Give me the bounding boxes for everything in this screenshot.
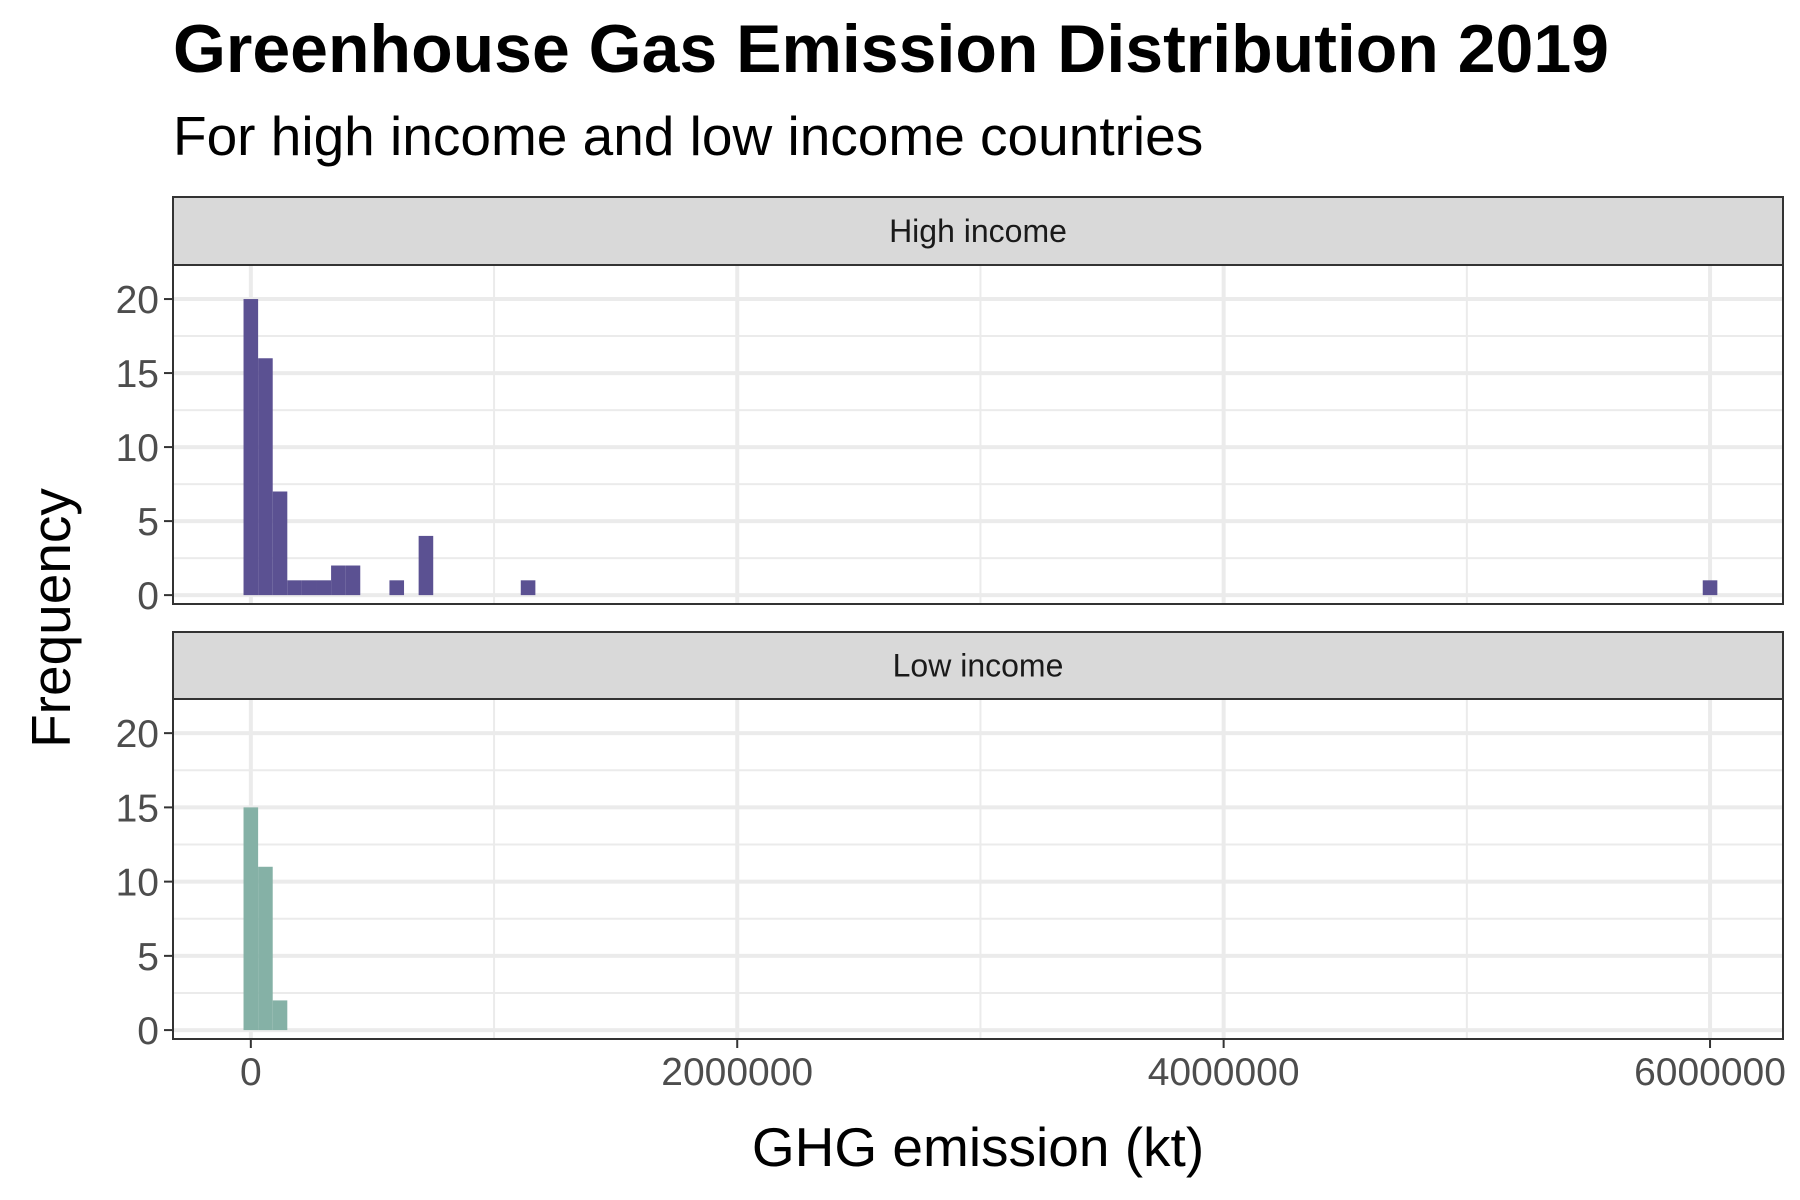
histogram-bar	[345, 565, 361, 596]
facet-strip-label: High income	[889, 213, 1067, 249]
histogram-bar	[418, 535, 434, 596]
y-axis-title: Frequency	[20, 488, 82, 748]
y-tick-label: 20	[116, 713, 159, 756]
x-tick-label: 4000000	[1148, 1051, 1300, 1094]
facet-panel-2: Low income 0 5 10 15 20	[116, 631, 1784, 1053]
y-tick-label: 15	[116, 353, 159, 396]
histogram-bar	[243, 807, 259, 1031]
facet-strip	[172, 631, 1784, 700]
facet-strip-label: Low income	[893, 648, 1064, 684]
y-tick-label: 10	[116, 427, 159, 470]
x-tick-label: 2000000	[661, 1051, 813, 1094]
histogram-bar	[1702, 580, 1718, 596]
y-tick-label: 10	[116, 862, 159, 905]
histogram-bar	[316, 580, 332, 596]
x-tick-label: 0	[240, 1051, 262, 1094]
plot-background	[173, 265, 1783, 604]
histogram-bar	[272, 491, 288, 596]
y-tick-label: 0	[137, 575, 159, 618]
histogram-bar	[258, 866, 273, 1031]
x-axis-title: GHG emission (kt)	[752, 1116, 1204, 1178]
chart-subtitle: For high income and low income countries	[173, 105, 1204, 167]
histogram-bar	[520, 580, 536, 596]
histogram-bar	[272, 1000, 288, 1031]
histogram-bar	[389, 580, 405, 596]
y-tick-label: 15	[116, 787, 159, 830]
y-tick-label: 5	[137, 936, 159, 979]
histogram-bar	[243, 299, 259, 596]
histogram-bar	[287, 580, 302, 596]
histogram-bar	[331, 565, 346, 596]
y-tick-label: 20	[116, 279, 159, 322]
y-tick-label: 5	[137, 501, 159, 544]
y-tick-label: 0	[137, 1010, 159, 1053]
histogram-bar	[301, 580, 317, 596]
chart-title: Greenhouse Gas Emission Distribution 201…	[173, 11, 1609, 87]
facet-strip	[172, 196, 1784, 266]
histogram-bar	[258, 358, 273, 596]
facet-panel-1: High income 0 5 10 15 20	[116, 196, 1784, 618]
x-tick-label: 6000000	[1634, 1051, 1786, 1094]
plot-background	[173, 699, 1783, 1039]
